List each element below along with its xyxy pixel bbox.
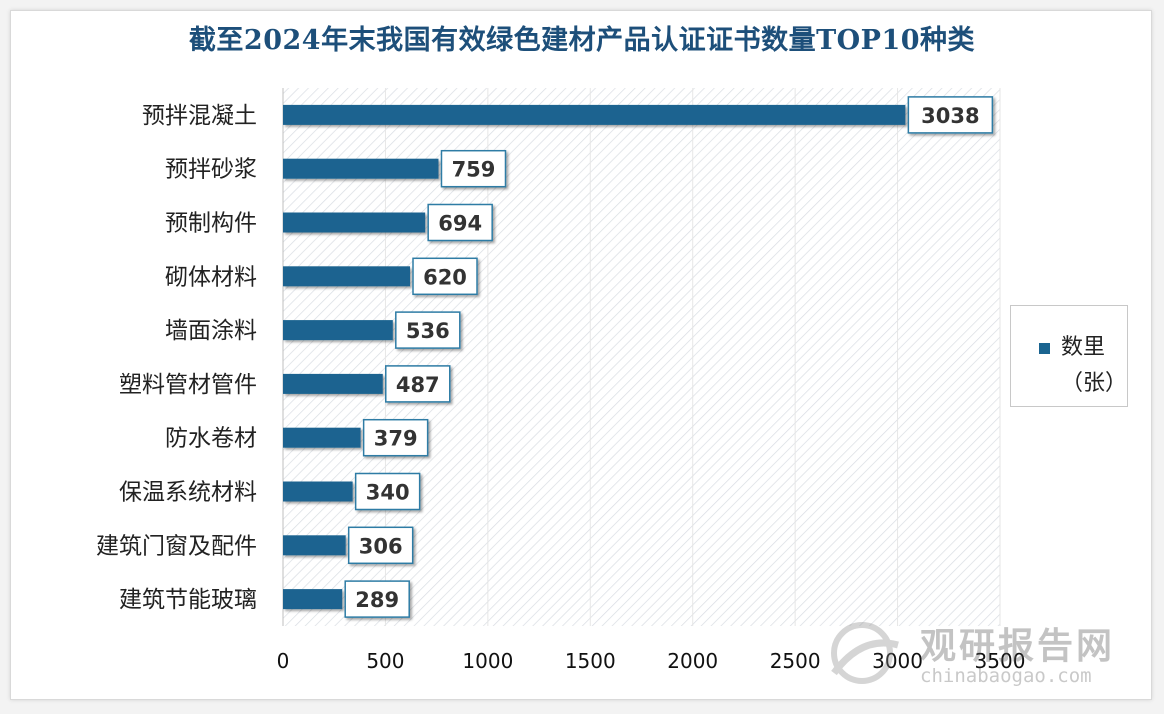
data-label-text: 620 — [423, 265, 467, 289]
x-tick-label: 0 — [277, 649, 290, 673]
category-label: 砌体材料 — [165, 264, 257, 290]
category-label: 预拌混凝土 — [142, 103, 257, 129]
x-tick-label: 500 — [366, 649, 404, 673]
legend-label-line1: 数里 — [1061, 335, 1106, 360]
category-label: 预制构件 — [165, 211, 257, 237]
data-label-box — [347, 526, 414, 565]
bar — [283, 427, 361, 448]
bar — [283, 373, 383, 394]
category-labels: 预拌混凝土预拌砂浆预制构件砌体材料墙面涂料塑料管材管件防水卷材保温系统材料建筑门… — [96, 103, 257, 613]
data-label-text: 3038 — [921, 104, 979, 128]
legend: 数里 （张） — [1010, 305, 1128, 407]
data-label-box — [412, 257, 478, 296]
chart-title: 截至2024年末我国有效绿色建材产品认证证书数量TOP10种类 — [188, 25, 976, 56]
bar — [283, 266, 411, 287]
x-tick-label: 2000 — [667, 649, 718, 673]
bar — [283, 212, 426, 233]
category-label: 建筑门窗及配件 — [96, 533, 257, 559]
data-label-box — [385, 365, 451, 403]
data-label: 694 — [427, 203, 493, 242]
data-label: 379 — [362, 418, 429, 457]
legend-label-line2: （张） — [1061, 371, 1128, 396]
data-label-box — [427, 203, 493, 242]
data-label-text: 340 — [366, 481, 410, 505]
data-label: 306 — [347, 526, 414, 565]
data-label-text: 379 — [374, 427, 418, 451]
x-tick-label: 3000 — [872, 649, 923, 673]
data-label-box — [354, 472, 421, 511]
category-label: 塑料管材管件 — [119, 372, 257, 398]
data-label: 289 — [344, 580, 410, 618]
data-label-box — [440, 149, 507, 188]
data-label: 340 — [354, 472, 421, 511]
category-label: 防水卷材 — [165, 426, 257, 452]
data-label-text: 759 — [452, 158, 496, 182]
watermark: 观研报告网 chinabaogao.com — [820, 615, 1150, 695]
legend-swatch — [1039, 343, 1050, 354]
category-label: 预拌砂浆 — [165, 157, 257, 183]
data-label-box — [907, 96, 994, 134]
bar — [283, 320, 393, 341]
x-tick-label: 2500 — [770, 649, 821, 673]
data-label-box — [344, 580, 410, 618]
category-label: 墙面涂料 — [165, 318, 257, 344]
data-labels: 3038 759 694 620 536 487 379 340 306 289 — [344, 96, 994, 618]
bars — [283, 104, 906, 610]
x-tick-label: 3500 — [975, 649, 1026, 673]
watermark-text-cn: 观研报告网 — [920, 626, 1116, 667]
data-label-box — [395, 311, 461, 349]
data-label: 536 — [395, 311, 461, 349]
bar — [283, 589, 343, 610]
data-label-text: 306 — [359, 534, 403, 558]
data-label: 487 — [385, 365, 451, 403]
data-label: 759 — [440, 149, 507, 188]
watermark-logo-icon — [831, 622, 899, 684]
bar — [283, 158, 439, 179]
bar — [283, 535, 346, 556]
data-label-text: 487 — [396, 373, 440, 397]
bar — [283, 481, 353, 502]
x-tick-label: 1000 — [462, 649, 513, 673]
data-label: 3038 — [907, 96, 994, 134]
x-axis-ticks: 0 500 1000 1500 2000 2500 3000 3500 — [277, 649, 1026, 673]
data-label-text: 536 — [406, 319, 450, 343]
data-label-box — [362, 418, 429, 457]
data-label-text: 289 — [355, 588, 399, 612]
category-label: 建筑节能玻璃 — [119, 587, 257, 613]
data-label-text: 694 — [438, 212, 482, 236]
x-tick-label: 1500 — [565, 649, 616, 673]
data-label: 620 — [412, 257, 478, 296]
watermark-text-en: chinabaogao.com — [920, 665, 1092, 687]
category-label: 保温系统材料 — [119, 480, 257, 506]
bar — [283, 104, 906, 125]
